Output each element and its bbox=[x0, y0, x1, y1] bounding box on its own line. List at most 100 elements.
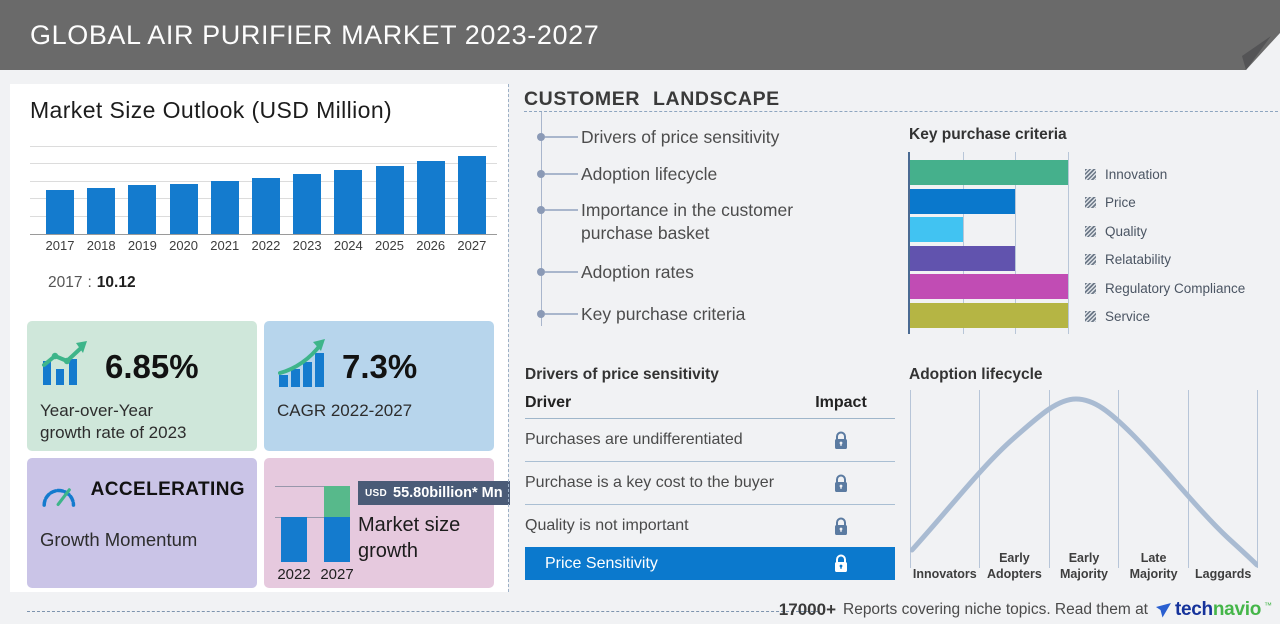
stage-label-laggards: Laggards bbox=[1195, 566, 1252, 581]
market-growth-card: 2022 2027 USD 55.80billion* Mn Market siz… bbox=[264, 458, 510, 588]
market-size-bar-2027[interactable] bbox=[457, 155, 486, 234]
market-size-plot-area bbox=[30, 146, 497, 235]
chart-gridline bbox=[30, 146, 497, 147]
list-connector bbox=[545, 136, 578, 138]
landscape-list-spine bbox=[541, 112, 542, 326]
lifecycle-gridline bbox=[910, 390, 911, 568]
driver-cell: Purchases are undifferentiated bbox=[525, 431, 743, 448]
momentum-desc: Growth Momentum bbox=[40, 529, 198, 550]
landscape-item-label: Key purchase criteria bbox=[581, 304, 746, 324]
value-label-year: 2017 bbox=[48, 274, 83, 291]
bar-column bbox=[169, 184, 199, 234]
section-divider bbox=[508, 84, 509, 592]
key-purchase-criteria-legend: Innovation Price Quality Relatability Regula… bbox=[1085, 152, 1245, 331]
market-size-bar-2018[interactable] bbox=[87, 188, 116, 234]
landscape-item-label: Adoption lifecycle bbox=[581, 164, 718, 184]
stage-label-early-adopters: Early Adopters bbox=[986, 550, 1042, 581]
list-bullet bbox=[537, 206, 545, 214]
desc-line2: growth rate of 2023 bbox=[40, 422, 187, 442]
technavio-logo[interactable]: tech navio ™ bbox=[1155, 599, 1272, 621]
mini-bar-2022 bbox=[281, 517, 307, 562]
bar-column bbox=[333, 170, 363, 234]
footer: 17000+ Reports covering niche topics. Re… bbox=[779, 598, 1272, 622]
x-axis-label: 2022 bbox=[251, 238, 281, 253]
mini-chart-gridline bbox=[275, 517, 347, 518]
card-top-row: 7.3% bbox=[277, 337, 482, 387]
cagr-card: 7.3% CAGR 2022-2027 bbox=[264, 321, 494, 451]
impact-lock-cell bbox=[811, 517, 871, 536]
cagr-desc: CAGR 2022-2027 bbox=[277, 401, 413, 420]
adoption-bell-curve bbox=[910, 396, 1258, 568]
lifecycle-gridline bbox=[1187, 390, 1189, 568]
mini-bar-segment bbox=[324, 486, 350, 517]
legend-row: Innovation bbox=[1085, 160, 1245, 189]
x-axis: 2017 2018 2019 2020 2021 2022 2023 2024 2025 2026… bbox=[30, 235, 497, 253]
chart-value-label: 2017:10.12 bbox=[48, 274, 136, 292]
market-size-bar-2017[interactable] bbox=[46, 190, 74, 234]
driver-cell: Quality is not important bbox=[525, 517, 689, 534]
list-bullet bbox=[537, 133, 545, 141]
market-size-bar-2023[interactable] bbox=[293, 174, 322, 234]
legend-label: Service bbox=[1105, 309, 1151, 325]
market-size-bar-2024[interactable] bbox=[334, 170, 363, 234]
bar-column bbox=[457, 155, 487, 234]
bar-column bbox=[375, 166, 405, 234]
x-axis-label: 2023 bbox=[292, 238, 322, 253]
table-header-row: Driver Impact bbox=[525, 394, 895, 419]
landscape-item: Drivers of price sensitivity bbox=[537, 126, 869, 149]
landscape-item: Adoption lifecycle bbox=[537, 163, 869, 186]
market-growth-desc: Market size growth bbox=[358, 514, 461, 562]
stacked-growth-bars-icon: 2022 2027 bbox=[275, 482, 354, 583]
momentum-card: ACCELERATING Growth Momentum bbox=[27, 458, 257, 588]
legend-swatch-icon bbox=[1085, 225, 1096, 237]
x-axis-label: 2020 bbox=[169, 238, 199, 253]
mini-bar-2027 bbox=[324, 486, 350, 562]
bar-column bbox=[86, 188, 116, 234]
legend-swatch-icon bbox=[1085, 168, 1096, 180]
brand-part-navio: navio bbox=[1212, 599, 1261, 620]
market-size-bar-2019[interactable] bbox=[128, 185, 157, 234]
kpc-gridline bbox=[962, 152, 964, 334]
impact-lock-cell bbox=[811, 554, 871, 573]
impact-lock-cell bbox=[811, 431, 871, 450]
kpc-bar-price bbox=[910, 188, 1016, 214]
x-axis-label: 2019 bbox=[127, 238, 157, 253]
landscape-item: Importance in the customer purchase bask… bbox=[537, 199, 869, 246]
key-purchase-criteria-title: Key purchase criteria bbox=[909, 126, 1067, 143]
landscape-item-label: Adoption rates bbox=[581, 262, 694, 282]
market-size-bar-2021[interactable] bbox=[210, 181, 239, 234]
landscape-item: Adoption rates bbox=[537, 261, 869, 284]
market-size-panel: Market Size Outlook (USD Million) 2017 20… bbox=[10, 84, 510, 592]
badge-currency: USD bbox=[365, 487, 388, 499]
legend-row: Relatability bbox=[1085, 246, 1245, 275]
chart-gridline bbox=[30, 163, 497, 165]
badge-value: 55.80billion* Mn bbox=[393, 485, 503, 501]
bar-column bbox=[292, 174, 322, 234]
market-size-title: Market Size Outlook (USD Million) bbox=[30, 97, 393, 123]
market-size-bar-2025[interactable] bbox=[375, 166, 404, 234]
market-size-bar-2022[interactable] bbox=[251, 178, 280, 234]
market-size-badge: USD 55.80billion* Mn bbox=[358, 481, 510, 505]
key-purchase-criteria-chart bbox=[908, 152, 1069, 334]
adoption-lifecycle-chart bbox=[910, 390, 1258, 568]
bar-column bbox=[127, 185, 157, 234]
market-size-bar-2020[interactable] bbox=[169, 184, 198, 234]
footer-dashed-line bbox=[27, 611, 819, 612]
legend-label: Price bbox=[1105, 195, 1136, 211]
legend-swatch-icon bbox=[1085, 282, 1096, 294]
table-row: Quality is not important bbox=[525, 505, 895, 547]
desc-line1: Year-over-Year bbox=[40, 401, 154, 420]
lock-icon bbox=[835, 431, 847, 449]
stage-label-late-majority: Late Majority bbox=[1129, 550, 1178, 581]
bar-column bbox=[251, 178, 281, 234]
lock-icon bbox=[835, 474, 847, 492]
list-bullet bbox=[537, 170, 545, 178]
kpc-bar-innovation bbox=[910, 160, 1068, 185]
technavio-arrow-icon bbox=[1156, 603, 1171, 618]
market-size-bar-2026[interactable] bbox=[416, 160, 445, 234]
card-top-row: ACCELERATING bbox=[40, 474, 245, 514]
list-connector bbox=[545, 271, 578, 273]
customer-landscape-title: CUSTOMER LANDSCAPE bbox=[524, 88, 780, 110]
x-axis-label: 2025 bbox=[375, 238, 404, 253]
